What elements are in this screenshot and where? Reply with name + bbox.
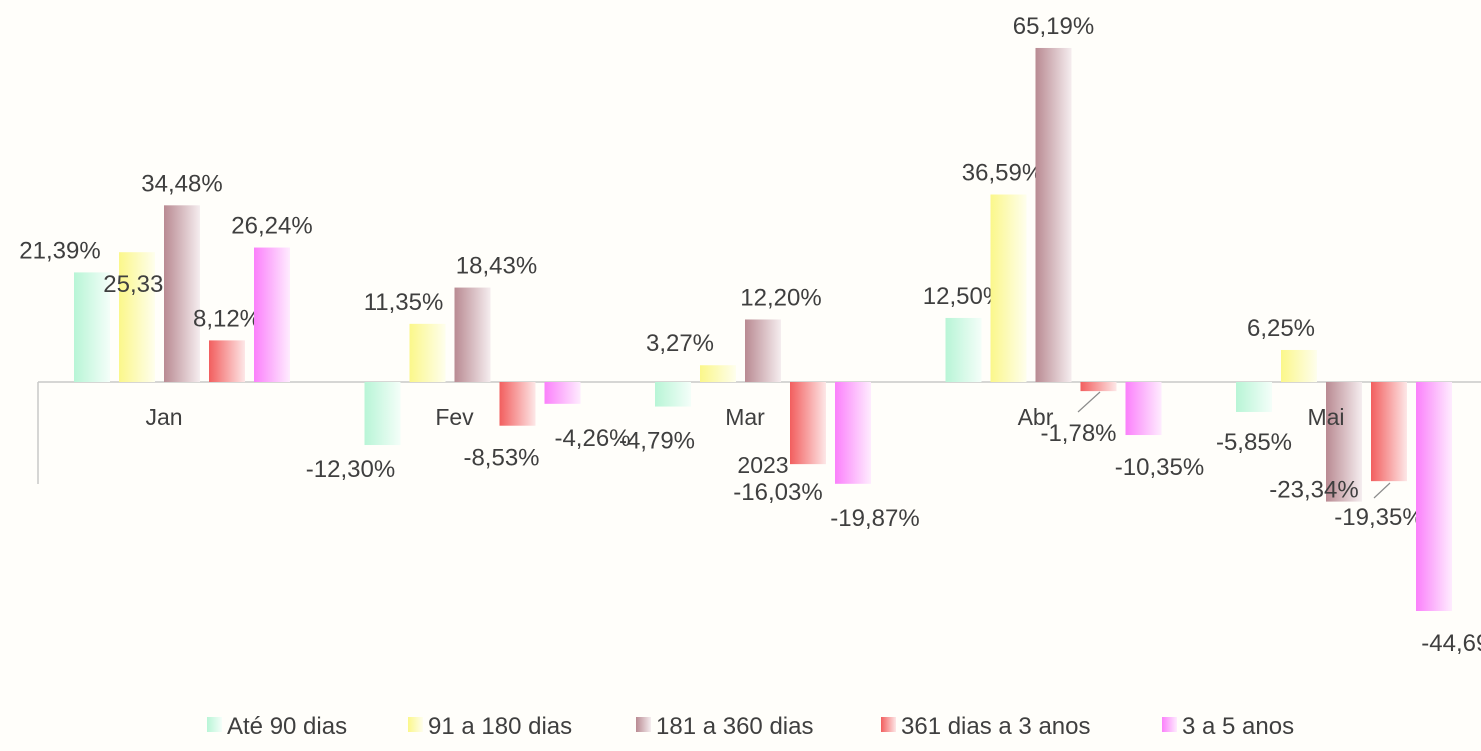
category-label-abr: Abr: [1018, 404, 1054, 430]
data-label-fev-series-2: 11,35%: [364, 289, 444, 316]
data-label-mai-series-4: -19,35%: [1334, 504, 1423, 531]
legend-swatch-1: [207, 717, 222, 732]
bar-mai-series-1: [1236, 382, 1272, 412]
bar-jan-series-4: [209, 340, 245, 382]
bar-mar-series-5: [835, 382, 871, 484]
category-label-mar: Mar: [725, 404, 765, 430]
data-label-mar-series-1: -4,79%: [619, 428, 695, 455]
data-label-mai-series-5: -44,69%: [1421, 630, 1481, 657]
data-label-jan-series-3: 34,48%: [141, 170, 222, 197]
legend-swatch-2: [408, 717, 423, 732]
bar-abr-series-3: [1035, 47, 1072, 383]
legend-label-4: 361 dias a 3 anos: [901, 713, 1090, 740]
category-label-jan: Jan: [145, 404, 182, 430]
bar-fev-series-5: [544, 382, 581, 404]
bar-abr-series-1: [945, 317, 982, 382]
data-label-jan-series-4: 8,12%: [193, 305, 261, 332]
bar-mai-series-5: [1416, 382, 1452, 611]
data-label-abr-series-5: -10,35%: [1115, 454, 1204, 481]
bar-mai-series-2: [1281, 349, 1317, 382]
data-label-mai-series-3: -23,34%: [1269, 477, 1358, 504]
category-label-fev: Fev: [435, 404, 474, 430]
legend-label-1: Até 90 dias: [227, 713, 347, 740]
bar-fev-series-4: [499, 382, 536, 426]
bar-abr-series-5: [1125, 382, 1162, 436]
leader-line-2: [1373, 482, 1391, 499]
bar-mai-series-4: [1371, 382, 1407, 482]
bar-mar-series-1: [655, 382, 691, 407]
bar-fev-series-2: [409, 323, 446, 382]
leader-line-1: [1077, 391, 1101, 413]
data-label-mai-series-2: 6,25%: [1247, 315, 1315, 342]
bar-fev-series-1: [364, 382, 401, 446]
data-label-jan-series-1: 21,39%: [19, 237, 100, 264]
bar-mai-series-3: [1326, 382, 1362, 502]
legend-swatch-4: [881, 717, 896, 732]
data-label-mar-series-5: -19,87%: [830, 505, 919, 532]
data-label-abr-series-3: 65,19%: [1013, 13, 1094, 40]
bar-abr-series-4: [1080, 382, 1117, 392]
bar-jan-series-3: [164, 205, 200, 382]
data-label-fev-series-3: 18,43%: [456, 253, 537, 280]
bar-abr-series-2: [990, 194, 1027, 382]
bar-fev-series-3: [454, 287, 491, 382]
bar-mar-series-2: [700, 365, 736, 382]
data-label-mai-series-1: -5,85%: [1216, 429, 1292, 456]
category-label-mai: Mai: [1307, 404, 1344, 430]
bar-mar-series-3: [745, 319, 781, 382]
bar-jan-series-5: [254, 247, 290, 382]
data-label-abr-series-4: -1,78%: [1040, 420, 1116, 447]
data-label-fev-series-5: -4,26%: [554, 425, 630, 452]
legend-label-5: 3 a 5 anos: [1182, 713, 1294, 740]
legend-swatch-3: [636, 717, 651, 732]
data-label-mar-series-4: -16,03%: [733, 479, 822, 506]
legend-swatch-5: [1162, 717, 1177, 732]
legend-label-2: 91 a 180 dias: [428, 713, 572, 740]
data-label-fev-series-4: -8,53%: [463, 445, 539, 472]
bar-mar-series-4: [790, 382, 826, 465]
data-label-jan-series-5: 26,24%: [231, 213, 312, 240]
x-axis-title: 2023: [737, 452, 788, 478]
data-label-mar-series-3: 12,20%: [740, 284, 821, 311]
bar-jan-series-1: [74, 272, 110, 382]
data-label-abr-series-2: 36,59%: [962, 160, 1043, 187]
data-label-mar-series-2: 3,27%: [646, 330, 714, 357]
data-label-fev-series-1: -12,30%: [306, 456, 395, 483]
bar-jan-series-2: [119, 252, 155, 382]
legend-label-3: 181 a 360 dias: [656, 713, 813, 740]
